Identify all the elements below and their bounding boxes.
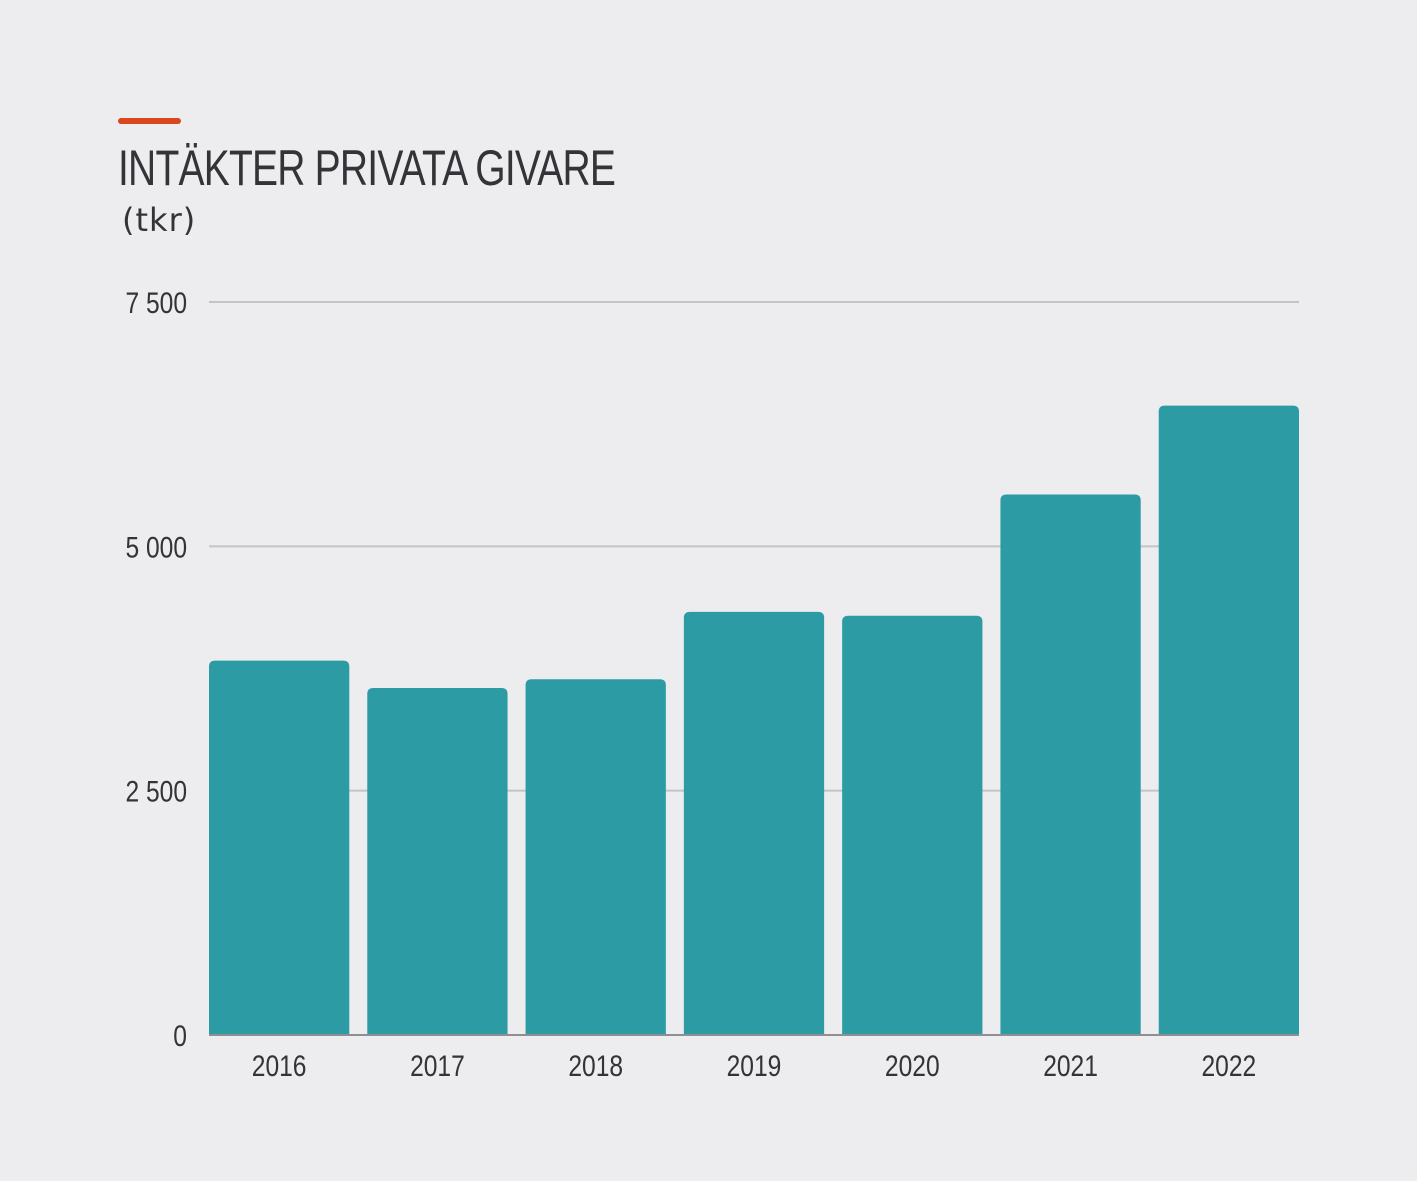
x-tick-label: 2022 xyxy=(1202,1049,1257,1083)
y-tick-label: 0 xyxy=(173,1019,187,1053)
y-tick-label: 7 500 xyxy=(125,286,187,320)
chart-unit-label: (tkr) xyxy=(122,201,197,239)
x-tick-label: 2019 xyxy=(727,1049,782,1083)
x-tick-label: 2018 xyxy=(568,1049,623,1083)
x-axis-tick-labels: 2016 2017 2018 2019 2020 2021 2022 xyxy=(252,1049,1256,1083)
bars xyxy=(209,405,1299,1036)
bar-2017 xyxy=(367,688,508,1035)
bar-2019 xyxy=(683,611,825,1035)
x-tick-label: 2020 xyxy=(885,1049,940,1083)
x-tick-label: 2017 xyxy=(410,1049,465,1083)
title-accent-line xyxy=(118,118,181,124)
x-tick-label: 2021 xyxy=(1043,1049,1098,1083)
y-tick-label: 2 500 xyxy=(125,774,187,808)
chart-title: INTÄKTER PRIVATA GIVARE xyxy=(118,140,616,196)
bar-2016 xyxy=(209,660,350,1035)
bar-2022 xyxy=(1158,405,1299,1036)
x-tick-label: 2016 xyxy=(252,1049,307,1083)
bar-2018 xyxy=(525,679,666,1035)
y-tick-label: 5 000 xyxy=(125,530,187,564)
bar-2021 xyxy=(1000,494,1141,1035)
bar-2020 xyxy=(842,615,983,1035)
y-axis-tick-labels: 0 2 500 5 000 7 500 xyxy=(125,286,187,1053)
